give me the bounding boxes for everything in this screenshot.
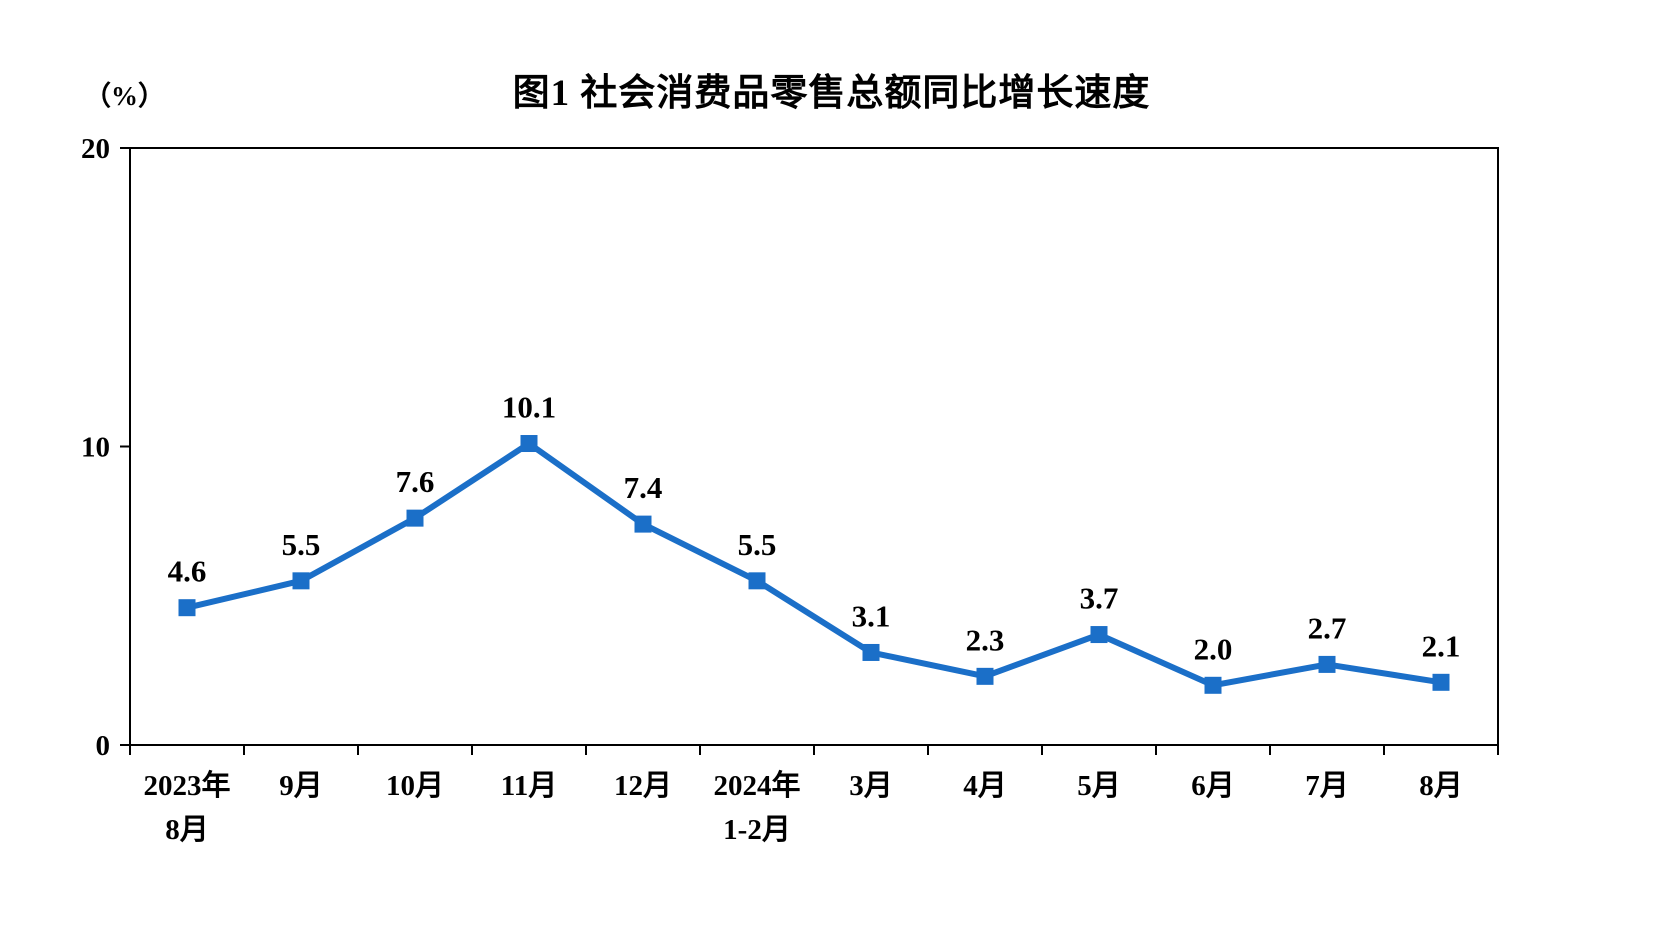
data-point-value-label: 2.7 xyxy=(1308,610,1347,645)
x-tick-label: 5月 xyxy=(1077,770,1121,802)
x-tick-label: 9月 xyxy=(279,770,323,802)
data-point-value-label: 2.3 xyxy=(966,622,1005,657)
data-point-value-label: 5.5 xyxy=(282,527,321,562)
data-point-marker xyxy=(862,643,880,661)
y-tick-label: 10 xyxy=(81,432,110,464)
x-tick-label: 8月 xyxy=(1419,770,1463,802)
y-tick-label: 0 xyxy=(96,730,111,762)
data-point-marker xyxy=(1432,673,1450,691)
data-point-value-label: 7.4 xyxy=(624,470,663,505)
x-tick-label: 11月 xyxy=(501,770,557,802)
data-point-marker xyxy=(1204,676,1222,694)
data-point-value-label: 3.1 xyxy=(852,598,891,633)
y-axis-unit-label: （%） xyxy=(84,81,165,111)
data-point-value-label: 5.5 xyxy=(738,527,777,562)
x-tick-label: 6月 xyxy=(1191,770,1235,802)
data-point-marker xyxy=(292,572,310,590)
data-point-marker xyxy=(1318,655,1336,673)
data-point-marker xyxy=(178,599,196,617)
chart-title: 图1 社会消费品零售总额同比增长速度 xyxy=(512,73,1151,114)
x-tick-label: 2024年 1-2月 xyxy=(713,768,800,846)
data-point-value-label: 7.6 xyxy=(396,464,435,499)
data-point-marker xyxy=(520,435,538,453)
x-tick-label: 4月 xyxy=(963,770,1007,802)
data-point-value-label: 3.7 xyxy=(1080,581,1119,616)
series-line xyxy=(184,440,1444,689)
data-point-value-label: 2.1 xyxy=(1422,628,1461,663)
data-point-marker xyxy=(1090,626,1108,644)
x-tick-label: 12月 xyxy=(614,770,672,802)
data-point-marker xyxy=(976,667,994,685)
data-point-marker xyxy=(634,515,652,533)
data-point-value-label: 4.6 xyxy=(168,554,207,589)
x-tick-label: 7月 xyxy=(1305,770,1349,802)
x-tick-label: 3月 xyxy=(849,770,893,802)
x-tick-label: 2023年 8月 xyxy=(143,768,230,846)
data-point-value-label: 2.0 xyxy=(1194,631,1233,666)
data-point-marker xyxy=(748,572,766,590)
plot-border xyxy=(129,147,1499,746)
y-tick-label: 20 xyxy=(81,133,110,165)
x-tick-label: 10月 xyxy=(386,770,444,802)
data-point-marker xyxy=(406,509,424,527)
data-point-value-label: 10.1 xyxy=(502,390,556,425)
